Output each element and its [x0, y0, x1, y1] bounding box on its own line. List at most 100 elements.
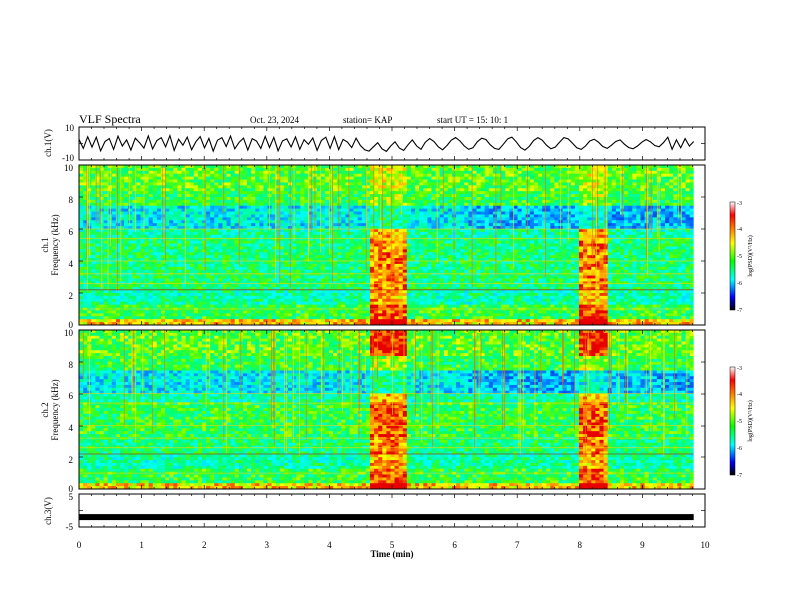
- spectrogram-cell: [480, 194, 486, 198]
- spectrogram-cell: [447, 182, 453, 186]
- spectrogram-cell: [447, 231, 453, 236]
- spectrogram-cell: [669, 220, 674, 224]
- spectrogram-cell: [505, 220, 510, 224]
- spectrogram-cell: [497, 167, 502, 172]
- waveform-ylabel: ch.1(V): [43, 129, 53, 157]
- spectrogram-cell: [390, 226, 395, 230]
- spectrogram-cell: [349, 202, 354, 207]
- spectrogram-cell: [583, 217, 588, 221]
- spectrogram-cell: [611, 220, 617, 224]
- spectrogram-cell: [394, 197, 400, 201]
- spectrogram-cell: [103, 226, 109, 230]
- spectrogram-cell: [185, 182, 191, 186]
- spectrogram-cell: [337, 165, 342, 169]
- spectrogram-cell: [529, 182, 535, 186]
- spectrogram-cell: [406, 223, 412, 227]
- spectrogram-cell: [283, 246, 289, 250]
- spectrogram-cell: [91, 197, 96, 201]
- spectrogram-cell: [443, 167, 449, 172]
- spectrogram-cell: [156, 255, 162, 259]
- spectrogram-cell: [595, 231, 600, 236]
- spectrogram-cell: [357, 243, 363, 247]
- spectrogram-cell: [324, 194, 330, 198]
- spectrogram-cell: [119, 197, 125, 201]
- spectrogram-cell: [611, 202, 617, 207]
- spectrogram-cell: [513, 234, 518, 239]
- spectrogram-cell: [665, 170, 670, 175]
- spectrogram-cell: [652, 220, 658, 224]
- spectrogram-cell: [427, 229, 432, 233]
- spectrogram-cell: [492, 246, 498, 250]
- spectrogram-cell: [378, 240, 383, 244]
- spectrogram-cell: [583, 165, 588, 169]
- spectrogram-cell: [611, 191, 617, 195]
- spectrogram-cell: [349, 176, 354, 180]
- spectrogram-cell: [447, 173, 453, 178]
- spectrogram-cell: [328, 223, 334, 227]
- spectrogram-cell: [611, 234, 617, 239]
- spectrogram-cell: [337, 194, 342, 198]
- spectrogram-cell: [226, 165, 232, 169]
- spectrogram-cell: [165, 240, 170, 244]
- spectrogram-cell: [468, 185, 473, 189]
- spectrogram-cell: [386, 170, 391, 175]
- spectrogram-cell: [673, 188, 678, 192]
- spectrogram-cell: [587, 208, 592, 212]
- spectrogram-cell: [660, 243, 666, 247]
- spectrogram-cell: [673, 194, 678, 198]
- spectrogram-cell: [300, 223, 305, 227]
- spectrogram-cell: [513, 249, 518, 253]
- spectrogram-cell: [140, 202, 145, 207]
- spectrogram-cell: [636, 197, 641, 201]
- spectrogram-cell: [480, 231, 486, 236]
- spectrogram-cell: [394, 182, 400, 186]
- spectrogram-cell: [628, 243, 633, 247]
- spectrogram-cell: [275, 246, 281, 250]
- spectrogram-cell: [271, 240, 277, 244]
- spectrogram-cell: [476, 255, 482, 259]
- spectrogram-cell: [583, 246, 588, 250]
- spectrogram-cell: [312, 237, 318, 242]
- spectrogram-cell: [165, 176, 170, 180]
- spectrogram-cell: [357, 179, 363, 183]
- spectrogram-cell: [636, 170, 641, 175]
- spectrogram-cell: [201, 167, 207, 172]
- spectrogram-cell: [505, 226, 510, 230]
- spectrogram-cell: [296, 197, 301, 201]
- spectrogram-cell: [267, 258, 273, 262]
- spectrogram-cell: [554, 199, 559, 204]
- spectrogram-cell: [583, 179, 588, 183]
- spectrogram-cell: [538, 208, 543, 212]
- spectrogram-cell: [398, 231, 404, 236]
- spectrogram-cell: [201, 211, 207, 215]
- spectrogram-cell: [103, 170, 109, 175]
- spectrogram-cell: [578, 205, 584, 210]
- spectrogram-cell: [349, 211, 354, 215]
- spectrogram-cell: [357, 255, 363, 259]
- spectrogram-cell: [103, 246, 109, 250]
- spectrogram-cell: [226, 258, 232, 262]
- spectrogram-cell: [509, 179, 514, 183]
- spectrogram-cell: [677, 188, 682, 192]
- spectrogram-cell: [300, 246, 305, 250]
- spectrogram-cell: [615, 223, 621, 227]
- spectrogram-cell: [488, 237, 494, 242]
- spectrogram-cell: [460, 179, 465, 183]
- spectrogram-cell: [480, 202, 486, 207]
- spectrogram-cell: [542, 205, 547, 210]
- spectrogram-cell: [255, 214, 260, 218]
- spectrogram-cell: [546, 229, 551, 233]
- spectrogram-cell: [271, 214, 277, 218]
- spectrogram-cell: [177, 188, 182, 192]
- spectrogram-cell: [599, 231, 604, 236]
- spectrogram-cell: [234, 208, 240, 212]
- spectrogram-cell: [238, 205, 244, 210]
- spectrogram-cell: [214, 202, 219, 207]
- spectrogram-cell: [337, 243, 342, 247]
- spectrogram-cell: [271, 182, 277, 186]
- spectrogram-cell: [665, 194, 670, 198]
- spectrogram-cell: [681, 165, 686, 169]
- spectrogram-cell: [513, 176, 518, 180]
- spectrogram-cell: [456, 202, 461, 207]
- spectrogram-cell: [119, 199, 125, 204]
